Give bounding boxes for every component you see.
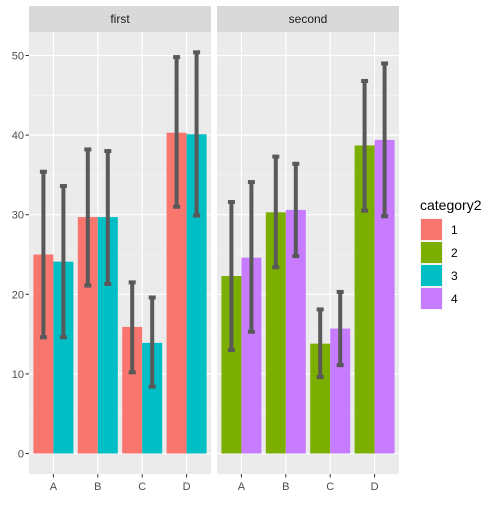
bar-2-C <box>310 343 331 454</box>
bar-2-A <box>221 275 242 454</box>
error-bar-2-C <box>316 307 324 380</box>
legend-key-2 <box>421 242 442 263</box>
bar-3-B <box>97 217 118 454</box>
error-bar-1-D <box>173 55 181 209</box>
bar-1-B <box>77 217 98 454</box>
error-bar-2-D <box>361 78 369 213</box>
bar-1-D <box>166 132 187 454</box>
bar-1-C <box>122 326 143 454</box>
bar-1-A <box>33 254 54 454</box>
y-tick-label: 0 <box>18 449 24 461</box>
facet-strip-label: first <box>110 12 130 26</box>
error-bar-3-D <box>193 50 201 218</box>
x-tick-label: C <box>138 481 146 493</box>
bar-4-B <box>285 209 306 454</box>
x-tick-label: A <box>238 481 246 493</box>
facet-strip <box>29 6 211 32</box>
x-tick-label: C <box>326 481 334 493</box>
bar-2-B <box>265 212 286 454</box>
legend-label-3: 3 <box>451 269 458 283</box>
error-bar-2-A <box>227 199 235 353</box>
y-tick-label: 40 <box>12 130 24 142</box>
x-tick-label: D <box>183 481 191 493</box>
bar-4-C <box>330 328 351 454</box>
error-bar-4-C <box>336 289 344 368</box>
bar-3-A <box>53 261 74 454</box>
legend-key-4 <box>421 288 442 309</box>
bar-4-D <box>374 139 395 454</box>
x-tick-label: B <box>94 481 101 493</box>
bar-3-C <box>142 342 163 454</box>
error-bar-4-D <box>381 61 389 219</box>
bar-3-D <box>186 134 207 454</box>
x-tick-label: B <box>282 481 289 493</box>
facet-strip <box>217 6 399 32</box>
bar-2-D <box>354 145 375 454</box>
legend-label-2: 2 <box>451 246 458 260</box>
y-tick-label: 20 <box>12 289 24 301</box>
legend-title: category2 <box>420 197 482 213</box>
facet-panel-second: second A B C D <box>217 6 399 493</box>
legend: category2 1 2 3 4 <box>420 197 482 310</box>
facet-panel-first: first A B C D <box>29 6 211 493</box>
error-bar-3-A <box>59 184 67 340</box>
error-bar-1-B <box>84 147 92 288</box>
legend-key-3 <box>421 265 442 286</box>
error-bar-4-A <box>247 180 255 334</box>
legend-key-1 <box>421 219 442 240</box>
x-tick-label: D <box>371 481 379 493</box>
error-bar-3-C <box>148 295 156 389</box>
legend-label-1: 1 <box>451 223 458 237</box>
y-tick-label: 50 <box>12 51 24 63</box>
error-bar-1-C <box>128 280 136 375</box>
error-bar-4-B <box>292 161 300 259</box>
legend-label-4: 4 <box>451 292 458 306</box>
x-tick-label: A <box>50 481 58 493</box>
y-tick-label: 10 <box>12 369 24 381</box>
error-bar-2-B <box>272 154 280 270</box>
error-bar-1-A <box>39 169 47 340</box>
bar-4-A <box>241 257 262 454</box>
error-bar-3-B <box>104 149 112 286</box>
facet-strip-label: second <box>289 12 328 26</box>
y-tick-label: 30 <box>12 210 24 222</box>
